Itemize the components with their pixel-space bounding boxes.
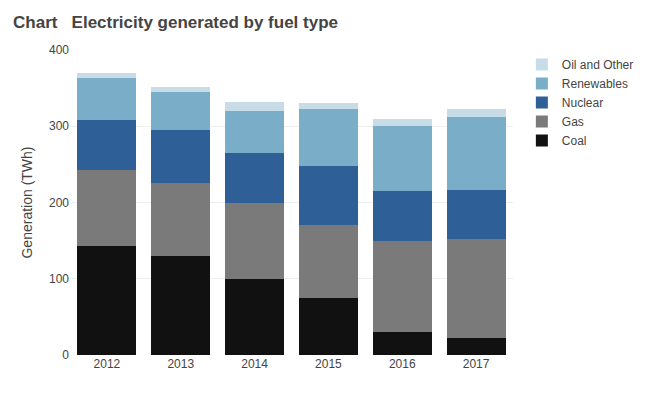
svg-text:400: 400 (49, 43, 69, 57)
svg-text:2014: 2014 (241, 357, 268, 371)
svg-text:300: 300 (49, 119, 69, 133)
svg-text:Nuclear: Nuclear (562, 96, 603, 110)
svg-text:100: 100 (49, 272, 69, 286)
svg-text:2016: 2016 (389, 357, 416, 371)
svg-text:Oil and Other: Oil and Other (562, 58, 633, 72)
svg-text:2012: 2012 (94, 357, 121, 371)
svg-text:2013: 2013 (167, 357, 194, 371)
svg-text:2015: 2015 (315, 357, 342, 371)
svg-text:Renewables: Renewables (562, 77, 628, 91)
svg-text:0: 0 (62, 348, 69, 362)
svg-text:Gas: Gas (562, 115, 584, 129)
svg-text:200: 200 (49, 196, 69, 210)
svg-text:Coal: Coal (562, 134, 587, 148)
svg-text:Chart Electricity generated: Chart Electricity generated by fuel type (13, 13, 338, 32)
svg-text:Generation (TWh): Generation (TWh) (19, 146, 35, 258)
svg-text:2017: 2017 (463, 357, 490, 371)
